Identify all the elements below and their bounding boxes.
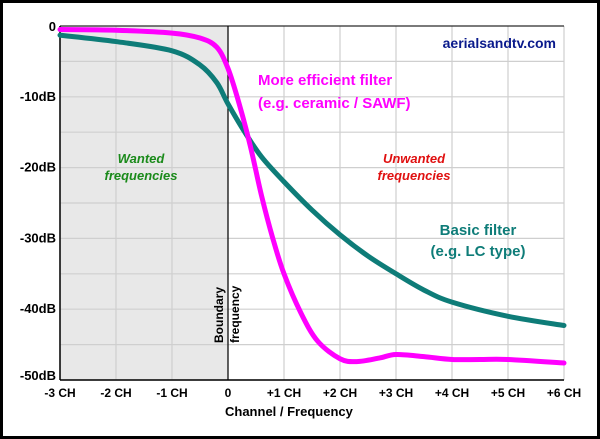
- basic-label-2: (e.g. LC type): [430, 243, 525, 260]
- efficient-label-1: More efficient filter: [258, 72, 392, 89]
- y-tick-label: -30dB: [20, 230, 56, 245]
- x-tick-label: +4 CH: [435, 386, 469, 400]
- x-axis-label: Channel / Frequency: [225, 404, 354, 419]
- wanted-label-2: frequencies: [105, 168, 178, 183]
- series-line-efficient: [57, 27, 567, 366]
- y-tick-label: -50dB: [20, 368, 56, 383]
- y-tick-label: -20dB: [20, 160, 56, 175]
- wanted-label-1: Wanted: [118, 151, 166, 166]
- efficient-label-2: (e.g. ceramic / SAWF): [258, 95, 411, 112]
- unwanted-label-1: Unwanted: [383, 151, 446, 166]
- x-tick-label: +6 CH: [547, 386, 581, 400]
- grid: [59, 25, 565, 381]
- series-line-basic: [57, 32, 567, 328]
- chart-svg: -3 CH -2 CH -1 CH 0 +1 CH +2 CH +3 CH +4 CH +5 C…: [20, 19, 581, 419]
- x-tick-label: -3 CH: [44, 386, 75, 400]
- unwanted-label-2: frequencies: [378, 168, 451, 183]
- y-tick-label: -40dB: [20, 301, 56, 316]
- site-label: aerialsandtv.com: [443, 35, 556, 51]
- x-tick-label: 0: [225, 386, 232, 400]
- x-tick-label: -2 CH: [100, 386, 131, 400]
- boundary-label-1: Boundary: [212, 287, 226, 343]
- x-tick-label: +2 CH: [323, 386, 357, 400]
- y-tick-label: -10dB: [20, 89, 56, 104]
- basic-label-1: Basic filter: [440, 222, 517, 239]
- x-tick-label: -1 CH: [156, 386, 187, 400]
- boundary-label-2: frequency: [228, 285, 242, 343]
- x-tick-label: +1 CH: [267, 386, 301, 400]
- y-tick-label: 0: [49, 19, 56, 34]
- x-tick-label: +3 CH: [379, 386, 413, 400]
- x-tick-label: +5 CH: [491, 386, 525, 400]
